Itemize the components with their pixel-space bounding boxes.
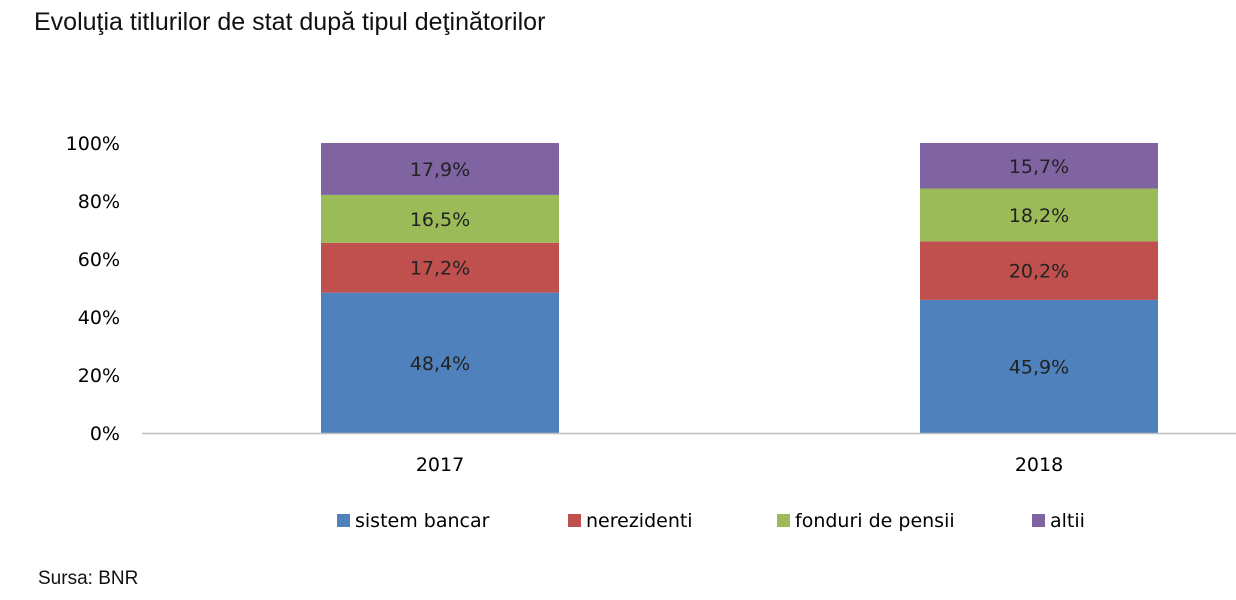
legend-swatch-fonduri-de-pensii [777, 514, 790, 527]
legend-swatch-nerezidenti [568, 514, 581, 527]
y-tick-label: 20% [78, 365, 120, 387]
bar-segment-nerezidenti-2018 [920, 241, 1158, 300]
x-tick-label: 2018 [1015, 454, 1063, 476]
legend-swatch-altii [1032, 514, 1045, 527]
legend-label: sistem bancar [355, 510, 490, 532]
y-tick-label: 60% [78, 249, 120, 271]
data-label: 20,2% [1009, 261, 1069, 283]
data-label: 18,2% [1009, 205, 1069, 227]
legend-swatch-sistem-bancar [337, 514, 350, 527]
x-tick-label: 2017 [416, 454, 464, 476]
bar-segment-altii-2018 [920, 143, 1158, 189]
bar-segment-fonduri-de-pensii-2017 [321, 194, 559, 243]
data-label: 45,9% [1009, 356, 1069, 378]
legend-label: fonduri de pensii [795, 510, 955, 532]
y-tick-label: 40% [78, 307, 120, 329]
data-label: 16,5% [410, 209, 470, 231]
y-tick-label: 80% [78, 191, 120, 213]
legend-label: altii [1050, 510, 1085, 532]
y-tick-label: 100% [66, 133, 120, 155]
legend-label: nerezidenti [586, 510, 693, 532]
y-tick-label: 0% [90, 423, 120, 445]
data-label: 15,7% [1009, 156, 1069, 178]
source-note: Sursa: BNR [38, 568, 139, 589]
bar-segment-sistem-bancar-2017 [321, 292, 559, 433]
data-label: 17,9% [410, 159, 470, 181]
bar-segment-sistem-bancar-2018 [920, 299, 1158, 433]
bar-segment-fonduri-de-pensii-2018 [920, 188, 1158, 242]
bar-segment-nerezidenti-2017 [321, 242, 559, 293]
data-label: 48,4% [410, 353, 470, 375]
bar-segment-altii-2017 [321, 143, 559, 195]
chart-title: Evoluţia titlurilor de stat după tipul d… [34, 8, 546, 36]
data-label: 17,2% [410, 258, 470, 280]
